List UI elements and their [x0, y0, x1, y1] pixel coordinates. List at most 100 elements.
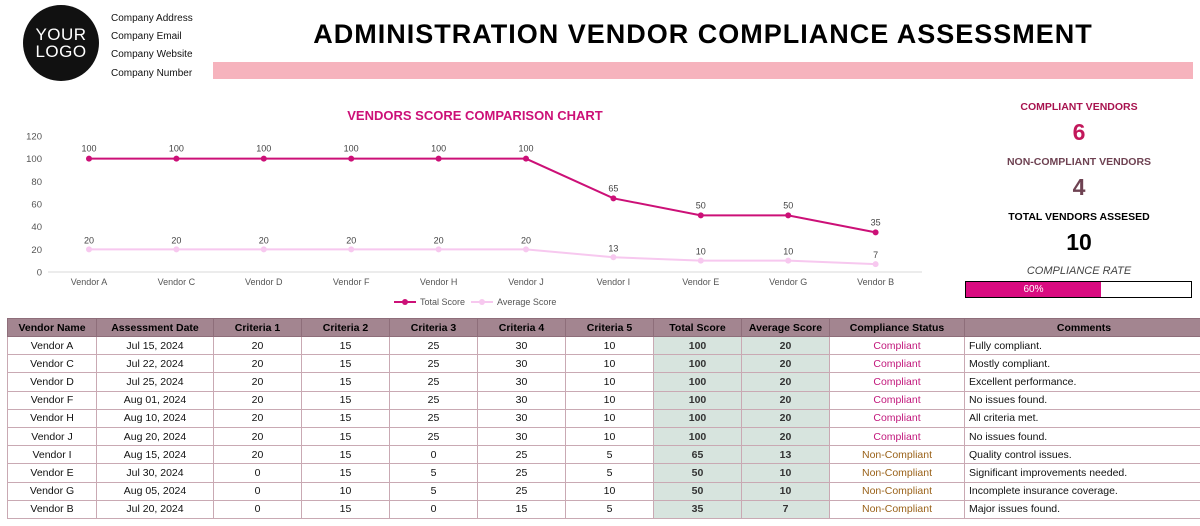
- table-cell: Jul 15, 2024: [96, 335, 214, 356]
- table-cell: 25: [477, 463, 566, 483]
- table-cell: 30: [477, 354, 566, 374]
- table-cell: 10: [565, 335, 654, 356]
- table-cell: 25: [389, 408, 478, 428]
- company-address: Company Address: [111, 13, 193, 24]
- table-cell: 15: [301, 390, 390, 410]
- table-cell: Vendor B: [7, 499, 97, 519]
- table-cell: Vendor F: [7, 390, 97, 410]
- table-row: Vendor J Aug 20, 2024 20 15 25 30 10 100 20 Compl…: [7, 426, 1200, 447]
- table-cell: 15: [301, 354, 390, 374]
- table-cell: Aug 01, 2024: [96, 390, 214, 410]
- y-tick-label: 60: [31, 200, 42, 211]
- table-cell: 20: [213, 354, 302, 374]
- data-point: [86, 246, 92, 253]
- data-point: [697, 212, 704, 219]
- table-row: Vendor C Jul 22, 2024 20 15 25 30 10 100 20 Compl…: [7, 354, 1200, 374]
- table-cell: Aug 10, 2024: [96, 408, 214, 428]
- table-cell: 30: [477, 372, 566, 392]
- data-label: 10: [696, 247, 706, 257]
- data-label: 50: [696, 200, 706, 210]
- table-cell: 100: [653, 335, 742, 356]
- column-header: Average Score: [741, 318, 830, 337]
- table-cell: 100: [653, 408, 742, 428]
- table-cell: Jul 22, 2024: [96, 354, 214, 374]
- table-cell: 20: [213, 445, 302, 465]
- data-label: 7: [873, 250, 878, 260]
- series-line: [89, 157, 876, 234]
- data-point: [173, 155, 180, 162]
- compliance-rate-bar: 60%: [965, 281, 1192, 298]
- table-cell: 10: [565, 426, 654, 447]
- y-tick-label: 120: [26, 132, 42, 143]
- page-title: ADMINISTRATION VENDOR COMPLIANCE ASSESSM…: [313, 19, 1093, 49]
- table-cell: Non-Compliant: [829, 463, 965, 483]
- data-point: [785, 257, 792, 264]
- compliance-rate-fill: 60%: [966, 282, 1101, 297]
- table-cell: 10: [565, 481, 654, 501]
- table-row: Vendor H Aug 10, 2024 20 15 25 30 10 100 20 Compl…: [7, 408, 1200, 428]
- series-line: [89, 248, 876, 266]
- table-header-row: Vendor Name Assessment Date Criteria 1 Crit…: [7, 318, 1200, 337]
- table-cell: 5: [565, 445, 654, 465]
- table-cell: 5: [565, 463, 654, 483]
- table-cell: 25: [389, 372, 478, 392]
- column-header: Criteria 5: [565, 318, 654, 337]
- data-label: 20: [434, 235, 444, 245]
- data-label: 10: [783, 247, 793, 257]
- data-point: [173, 246, 180, 253]
- compliant-vendors-value: 6: [1072, 119, 1086, 145]
- x-tick-label: Vendor I: [597, 277, 631, 287]
- data-point: [435, 155, 442, 162]
- data-point: [348, 246, 355, 253]
- legend-label: Total Score: [420, 297, 465, 307]
- table-cell: Aug 20, 2024: [96, 426, 214, 447]
- table-cell: 5: [389, 463, 478, 483]
- table-row: Vendor A Jul 15, 2024 20 15 25 30 10 100 20 Compl…: [7, 335, 1200, 356]
- table-cell: Compliant: [829, 408, 965, 428]
- data-label: 100: [81, 144, 96, 154]
- table-cell: 25: [477, 445, 566, 465]
- table-cell: Vendor J: [7, 426, 97, 447]
- table-cell: Non-Compliant: [829, 445, 965, 465]
- data-label: 20: [171, 235, 181, 245]
- y-tick-label: 0: [37, 268, 42, 279]
- noncompliant-vendors-label: NON-COMPLIANT VENDORS: [1006, 156, 1152, 168]
- table-cell: 25: [477, 481, 566, 501]
- column-header: Criteria 4: [477, 318, 566, 337]
- logo-line-2: LOGO: [35, 42, 87, 61]
- table-cell: 15: [301, 426, 390, 447]
- table-cell: 20: [213, 390, 302, 410]
- table-cell: 10: [565, 354, 654, 374]
- x-tick-label: Vendor C: [158, 277, 196, 287]
- data-label: 13: [608, 243, 618, 253]
- column-header: Assessment Date: [96, 318, 214, 337]
- company-info: Company Address Company Email Company We…: [111, 10, 193, 83]
- table-cell: Aug 05, 2024: [96, 481, 214, 501]
- table-cell: 15: [301, 408, 390, 428]
- data-point: [86, 155, 92, 162]
- column-header: Compliance Status: [829, 318, 965, 337]
- table-cell: Significant improvements needed.: [964, 463, 1200, 483]
- total-vendors-kpi: TOTAL VENDORS ASSESED 10: [965, 211, 1193, 256]
- table-cell: 10: [565, 408, 654, 428]
- table-cell: 15: [477, 499, 566, 519]
- table-cell: Aug 15, 2024: [96, 445, 214, 465]
- compliant-vendors-label: COMPLIANT VENDORS: [1020, 101, 1138, 113]
- table-cell: 25: [389, 354, 478, 374]
- table-cell: 5: [565, 499, 654, 519]
- chart-title: VENDORS SCORE COMPARISON CHART: [347, 108, 603, 123]
- table-cell: 7: [741, 499, 830, 519]
- data-point: [872, 261, 879, 268]
- table-cell: Excellent performance.: [964, 372, 1200, 392]
- data-point: [610, 195, 617, 202]
- y-tick-label: 40: [31, 222, 42, 233]
- table-cell: All criteria met.: [964, 408, 1200, 428]
- table-cell: 10: [301, 481, 390, 501]
- data-point: [785, 212, 792, 219]
- data-label: 20: [84, 235, 94, 245]
- legend-marker: [402, 299, 408, 305]
- data-point: [697, 257, 704, 264]
- data-label: 100: [256, 144, 271, 154]
- table-cell: 15: [301, 463, 390, 483]
- table-row: Vendor F Aug 01, 2024 20 15 25 30 10 100 20 Compl…: [7, 390, 1200, 410]
